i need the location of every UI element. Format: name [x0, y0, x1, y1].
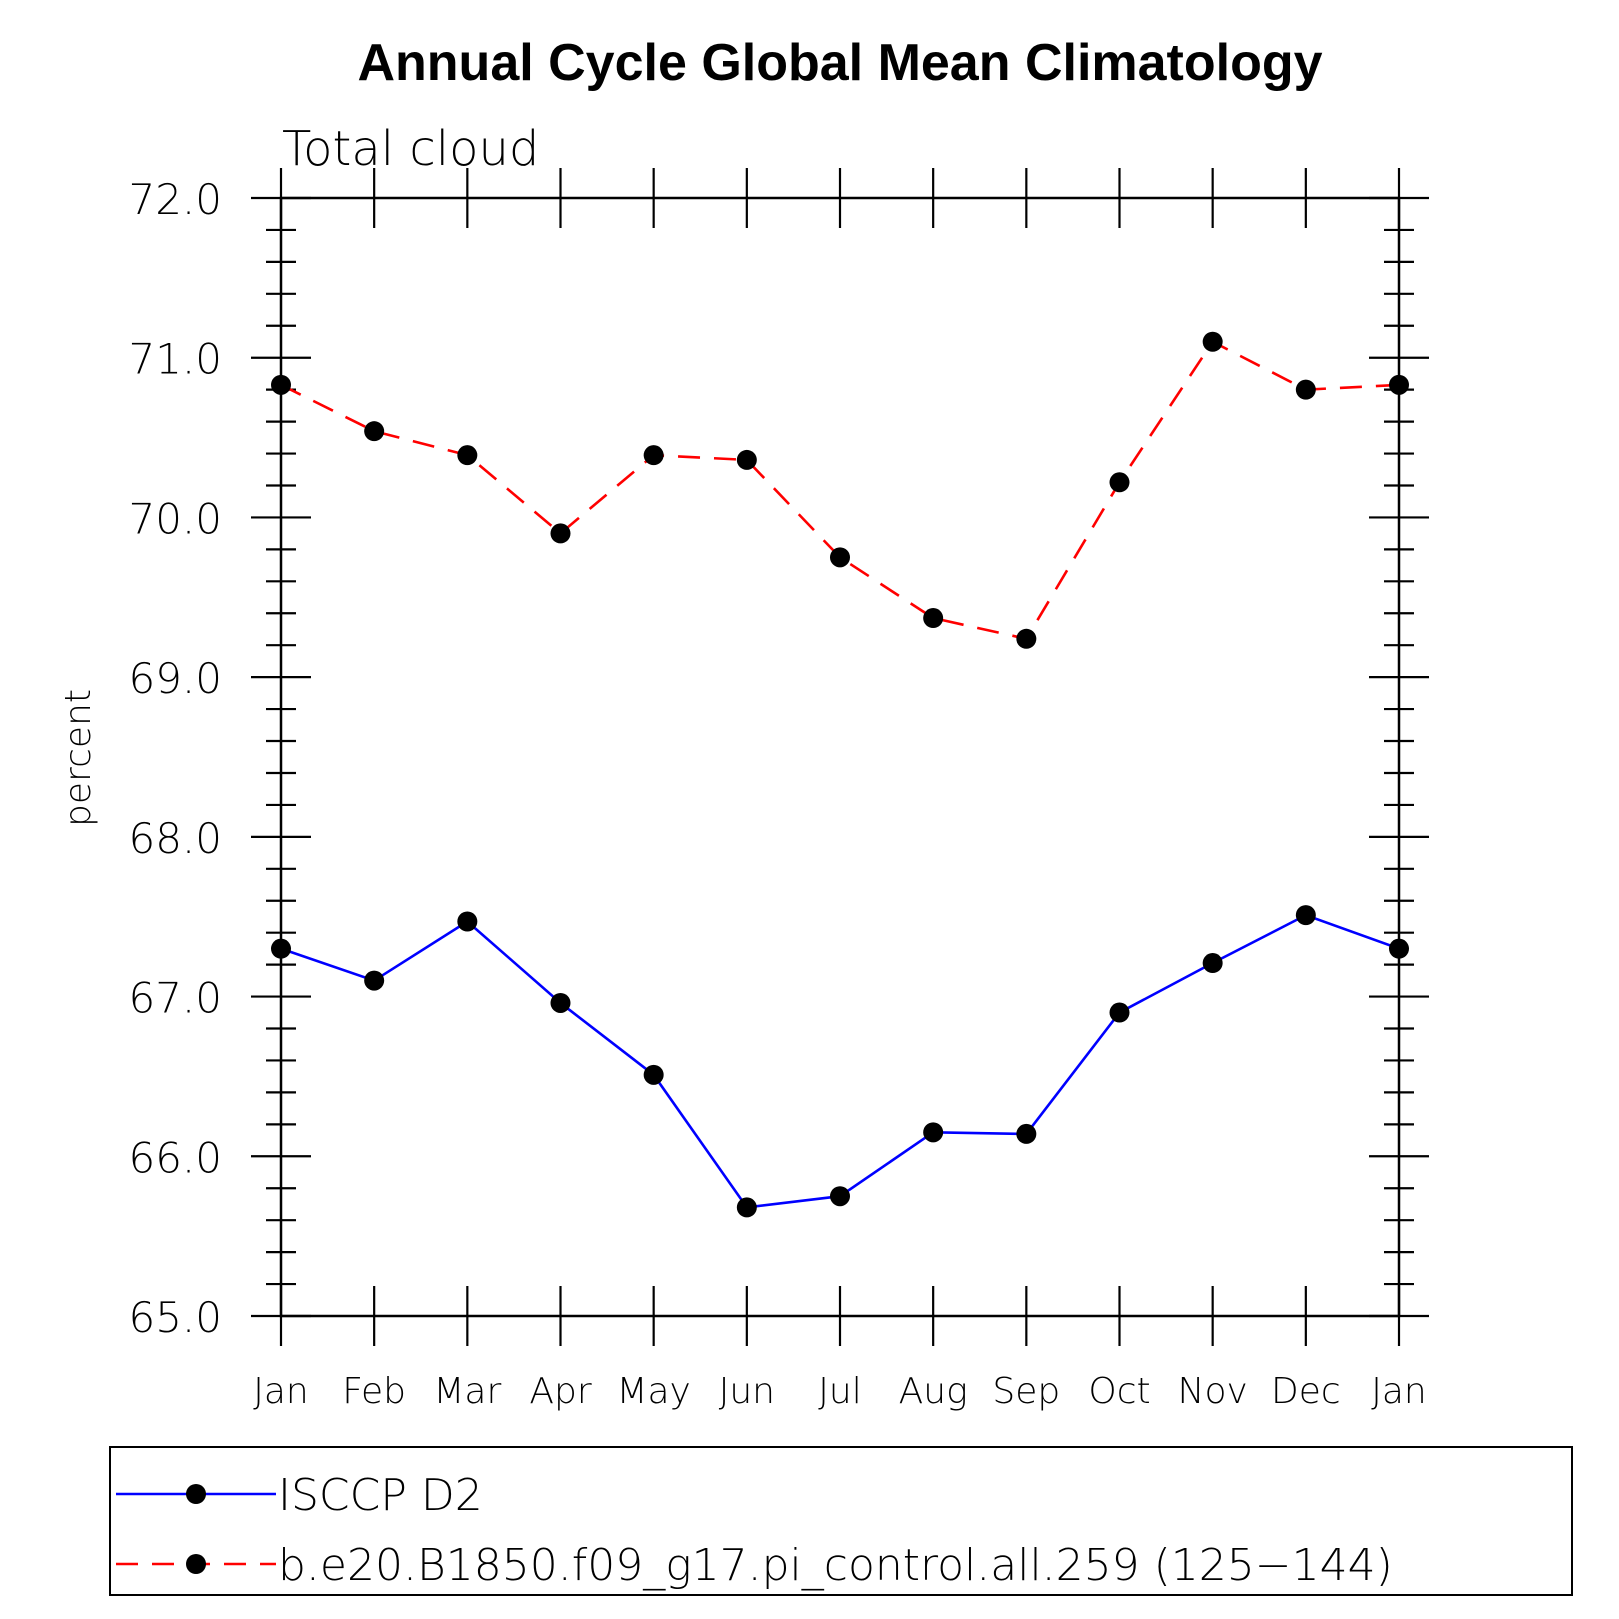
- x-tick-label: Apr: [529, 1371, 591, 1412]
- series-1-point: [1109, 472, 1130, 493]
- x-tick-label: Jun: [719, 1371, 775, 1412]
- series-1-point: [550, 523, 571, 544]
- x-tick-label: Oct: [1088, 1371, 1150, 1412]
- legend-label-0: ISCCP D2: [278, 1470, 483, 1521]
- series-layer: [271, 331, 1409, 1218]
- series-0-point: [1016, 1123, 1037, 1144]
- x-tick-label: Jan: [253, 1371, 309, 1412]
- series-0-point: [643, 1064, 664, 1085]
- series-1-point: [1389, 374, 1409, 395]
- x-tick-label: Feb: [342, 1371, 406, 1412]
- legend-marker-1: [186, 1554, 206, 1574]
- x-tick-label: May: [616, 1371, 690, 1412]
- legend: ISCCP D2 b.e20.B1850.f09_g17.pi_control.a…: [109, 1446, 1573, 1596]
- series-0-point: [457, 911, 478, 932]
- y-tick-label: 65.0: [128, 1293, 222, 1342]
- series-1-point: [643, 445, 664, 466]
- x-tick-label: Sep: [992, 1371, 1060, 1412]
- series-1-point: [1202, 331, 1223, 352]
- x-tick-label: Jul: [818, 1371, 861, 1412]
- y-tick-label: 70.0: [128, 494, 222, 543]
- y-tick-label: 72.0: [128, 175, 222, 224]
- x-tick-label: Aug: [899, 1371, 968, 1412]
- series-0-point: [830, 1186, 850, 1207]
- series-1-point: [271, 374, 291, 395]
- series-1-point: [364, 421, 385, 442]
- series-0-point: [736, 1197, 757, 1218]
- x-tick-label: Dec: [1271, 1371, 1341, 1412]
- y-tick-label: 71.0: [128, 335, 222, 384]
- series-0-point: [364, 970, 385, 991]
- y-axis-ticks: 65.0 66.0 67.0 68.0 69.0 70.0 71.0 72.0: [128, 175, 1429, 1342]
- legend-marker-0: [186, 1484, 206, 1504]
- series-line-1: [280, 340, 1400, 641]
- series-1-point: [457, 445, 478, 466]
- series-1-point: [1295, 379, 1316, 400]
- series-0-point: [550, 992, 571, 1013]
- series-0-point: [923, 1122, 944, 1143]
- x-tick-label: Jan: [1371, 1371, 1427, 1412]
- y-tick-label: 67.0: [128, 974, 222, 1023]
- series-0-point: [1295, 905, 1316, 926]
- series-1-point: [923, 608, 944, 629]
- series-0-point: [1202, 953, 1223, 974]
- y-tick-label: 66.0: [128, 1133, 222, 1182]
- series-0-point: [271, 938, 291, 959]
- series-line-0: [280, 913, 1400, 1209]
- x-tick-label: Nov: [1178, 1371, 1248, 1412]
- plot-frame: [279, 196, 1401, 1318]
- y-tick-label: 69.0: [128, 654, 222, 703]
- series-1-point: [1016, 628, 1037, 649]
- legend-box: [109, 1446, 1573, 1596]
- chart-title: Annual Cycle Global Mean Climatology: [357, 34, 1322, 92]
- x-tick-label: Mar: [433, 1371, 501, 1412]
- legend-label-1: b.e20.B1850.f09_g17.pi_control.all.259 (…: [278, 1540, 1393, 1591]
- series-1-point: [736, 449, 757, 470]
- y-axis-label: percent: [58, 689, 99, 827]
- series-0-point: [1389, 938, 1409, 959]
- x-axis-ticks: Jan Feb Mar Apr May Jun Jul Aug Sep Oct Nov Dec Jan: [253, 168, 1427, 1412]
- series-1-point: [830, 547, 850, 568]
- chart-subtitle: Total cloud: [282, 121, 539, 177]
- series-0-point: [1109, 1002, 1130, 1023]
- y-tick-label: 68.0: [128, 814, 222, 863]
